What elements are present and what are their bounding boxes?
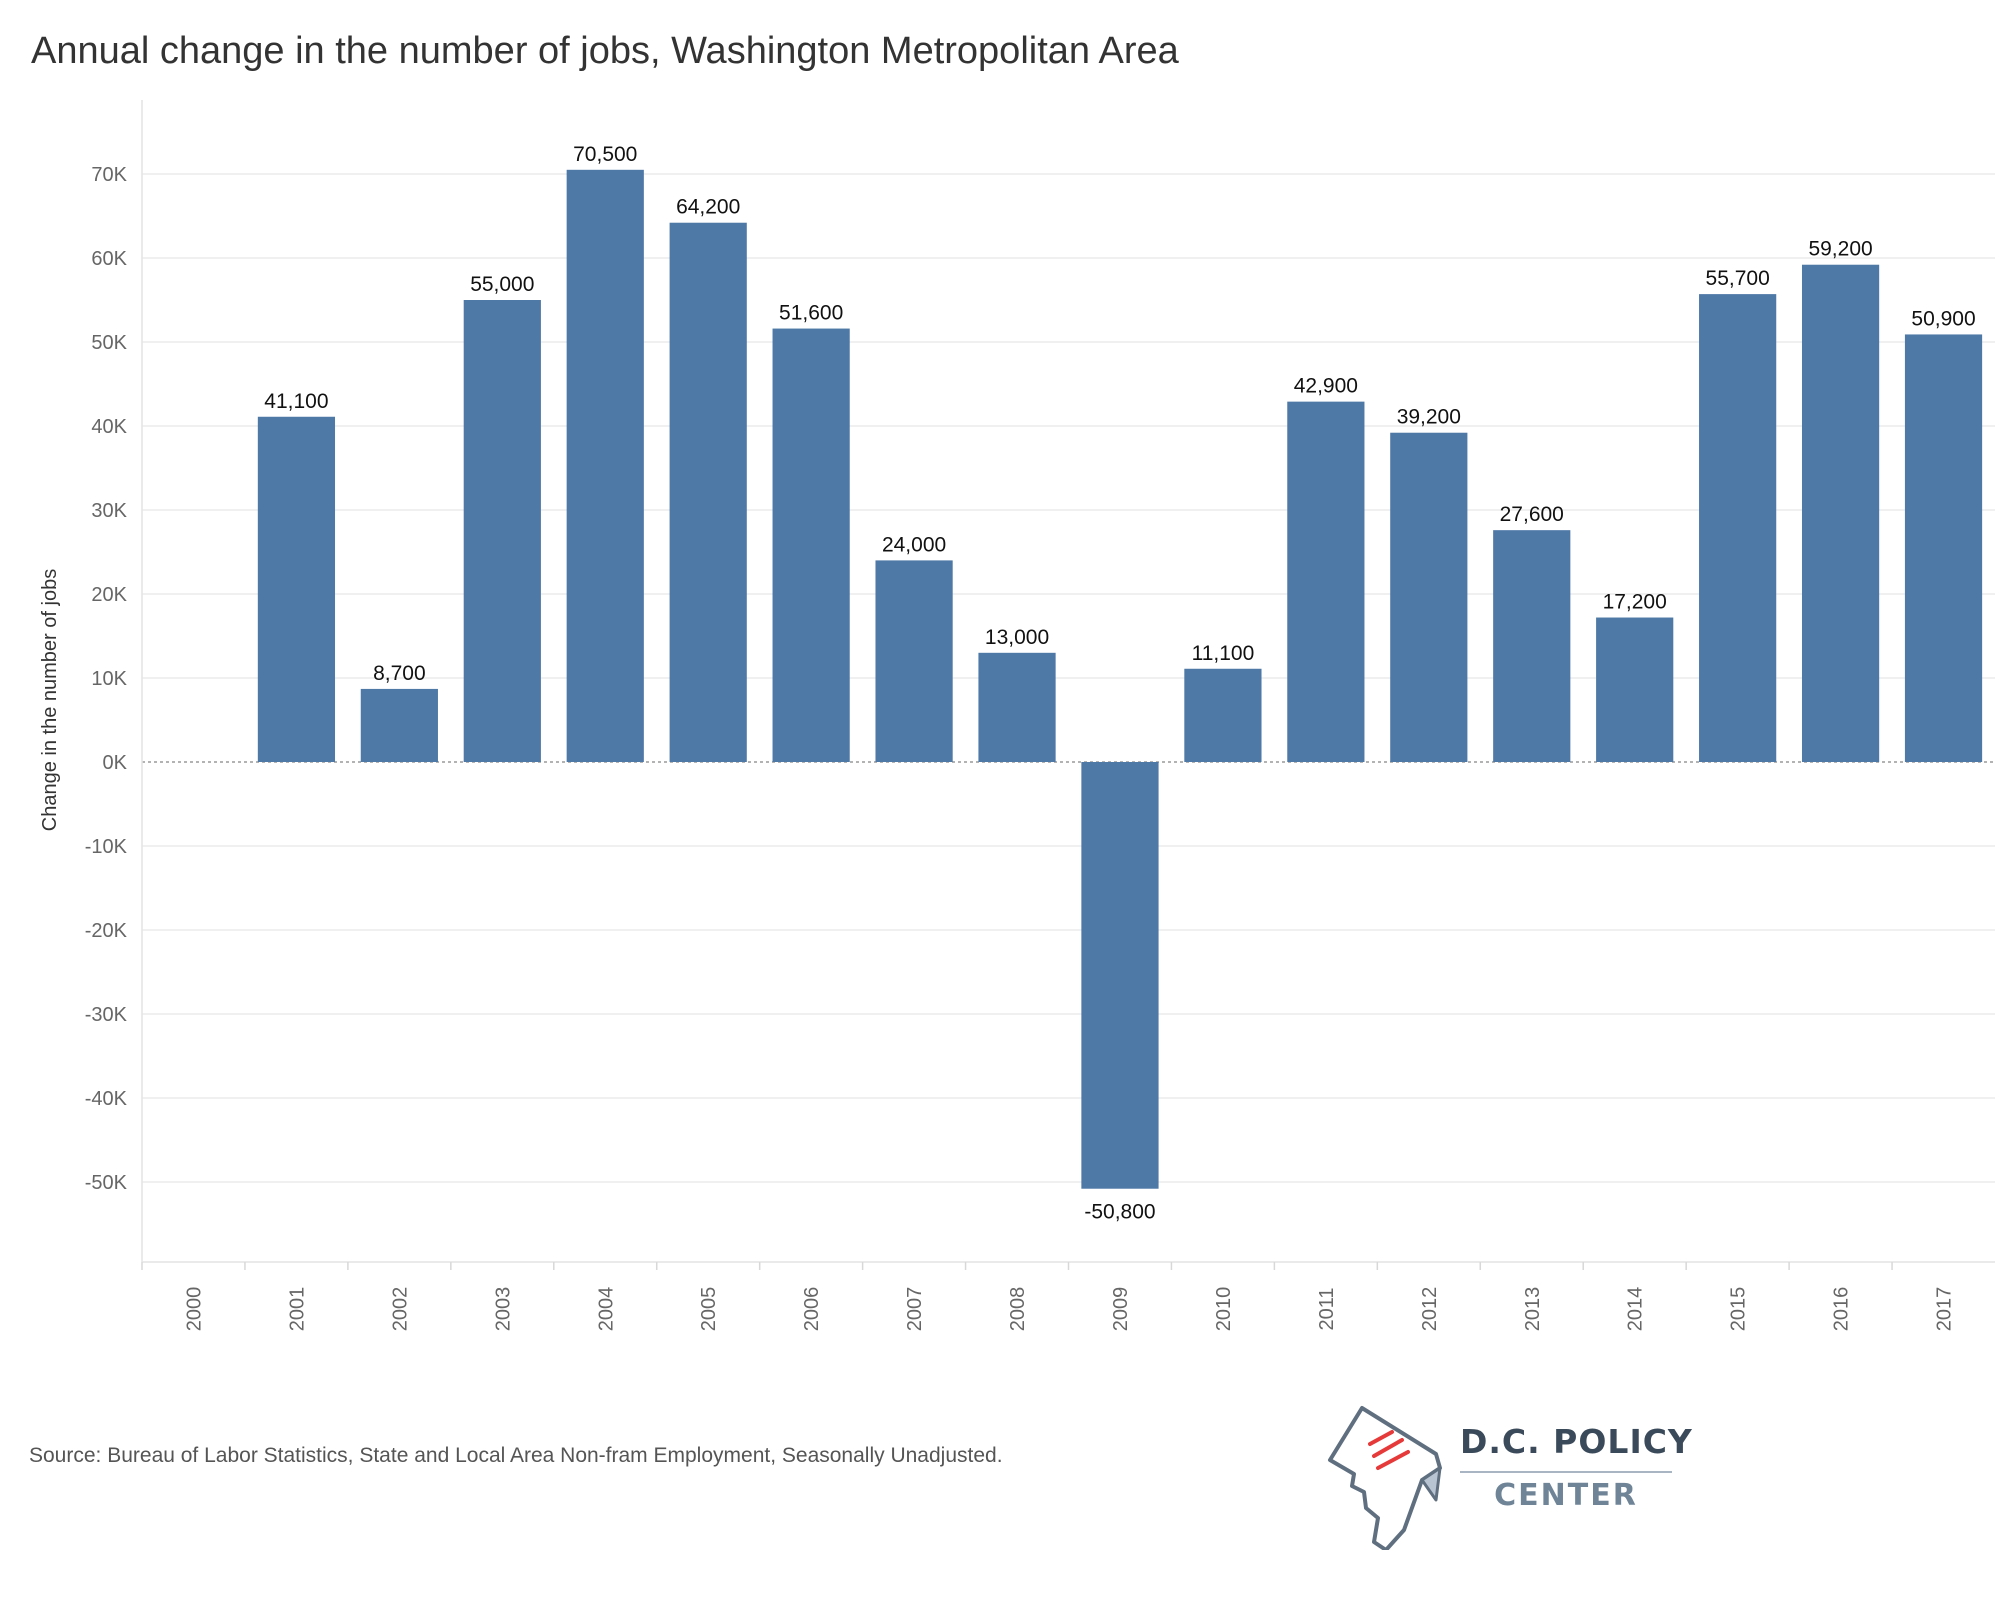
y-tick-label: -40K: [85, 1088, 128, 1110]
x-tick-label-2015: 2015: [1728, 1287, 1750, 1332]
y-tick-label: 20K: [91, 584, 127, 606]
data-label-2008: 13,000: [985, 626, 1049, 649]
bar-2006: [772, 328, 850, 762]
x-tick-label-2007: 2007: [904, 1287, 926, 1332]
bar-chart: 41,100 8,700 55,000 70,500 64,200 51,600 24,00…: [39, 100, 1995, 1332]
data-label-2003: 55,000: [470, 273, 534, 296]
data-label-2006: 51,600: [779, 302, 843, 325]
bar-2015: [1699, 294, 1777, 762]
data-label-2012: 39,200: [1397, 406, 1461, 429]
y-tick-label: 30K: [91, 500, 127, 522]
x-tick-label-2010: 2010: [1213, 1287, 1235, 1332]
x-tick-label-2004: 2004: [595, 1287, 617, 1332]
x-axis-ticks: 2000 2001 2002 2003 2004 2005 2006 2007 2008 2009…: [141, 1262, 1956, 1332]
data-label-2004: 70,500: [573, 143, 637, 166]
x-tick-label-2008: 2008: [1007, 1287, 1029, 1332]
y-tick-label: -50K: [85, 1172, 128, 1194]
y-tick-label: 60K: [91, 248, 127, 270]
x-tick-label-2003: 2003: [492, 1287, 514, 1332]
data-label-2011: 42,900: [1294, 375, 1358, 398]
x-tick-label-2009: 2009: [1110, 1287, 1132, 1332]
x-tick-label-2016: 2016: [1831, 1287, 1853, 1332]
logo-line-1: D.C. POLICY: [1460, 1422, 1693, 1461]
y-axis-ticks: 70K 60K 50K 40K 30K 20K 10K 0K -10K -20K -30K -40K -…: [85, 164, 128, 1194]
data-label-2005: 64,200: [676, 196, 740, 219]
x-tick-label-2017: 2017: [1934, 1287, 1956, 1332]
x-tick-label-2006: 2006: [801, 1287, 823, 1332]
x-tick-label-2013: 2013: [1522, 1287, 1544, 1332]
x-tick-label-2002: 2002: [389, 1287, 411, 1332]
data-label-2001: 41,100: [264, 390, 328, 413]
y-tick-label: -30K: [85, 1004, 128, 1026]
x-tick-label-2011: 2011: [1316, 1287, 1338, 1330]
y-tick-label: 0K: [103, 752, 128, 774]
data-label-2015: 55,700: [1706, 267, 1770, 290]
x-tick-label-2001: 2001: [286, 1287, 308, 1332]
bar-2011: [1287, 401, 1365, 762]
data-labels: 41,100 8,700 55,000 70,500 64,200 51,600 24,00…: [264, 143, 1975, 1224]
y-tick-label: 40K: [91, 416, 127, 438]
bar-2012: [1390, 432, 1468, 762]
x-tick-label-2014: 2014: [1625, 1287, 1647, 1332]
y-tick-label: 70K: [91, 164, 127, 186]
y-tick-label: -20K: [85, 920, 128, 942]
bar-2010: [1184, 668, 1262, 762]
bar-2013: [1493, 530, 1571, 762]
x-tick-label-2012: 2012: [1419, 1287, 1441, 1332]
y-axis-label: Change in the number of jobs: [39, 569, 61, 831]
data-label-2002: 8,700: [373, 662, 426, 685]
bar-2004: [566, 169, 644, 763]
bars: [257, 169, 1983, 1189]
bar-2014: [1596, 617, 1674, 762]
bar-2008: [978, 652, 1056, 762]
y-tick-label: 10K: [91, 668, 127, 690]
data-label-2009: -50,800: [1084, 1201, 1155, 1224]
data-label-2017: 50,900: [1911, 307, 1975, 330]
chart-title: Annual change in the number of jobs, Was…: [31, 30, 1179, 72]
logo-line-2: CENTER: [1494, 1478, 1638, 1513]
data-label-2014: 17,200: [1603, 591, 1667, 614]
y-tick-label: -10K: [85, 836, 128, 858]
x-tick-label-2005: 2005: [698, 1287, 720, 1332]
bar-2007: [875, 560, 953, 762]
x-tick-label-2000: 2000: [183, 1287, 205, 1332]
data-label-2007: 24,000: [882, 533, 946, 556]
document-icon: [1328, 1406, 1442, 1550]
bar-2016: [1801, 264, 1880, 762]
bar-2017: [1904, 334, 1983, 762]
bar-2001: [257, 416, 336, 762]
bar-2003: [463, 300, 541, 762]
bar-2005: [669, 222, 747, 763]
y-tick-label: 50K: [91, 332, 127, 354]
bar-2002: [360, 688, 438, 762]
bar-2009: [1081, 762, 1159, 1189]
source-note: Source: Bureau of Labor Statistics, Stat…: [29, 1444, 1003, 1467]
data-label-2016: 59,200: [1808, 238, 1872, 261]
data-label-2013: 27,600: [1500, 503, 1564, 526]
data-label-2010: 11,100: [1192, 642, 1255, 665]
dc-policy-center-logo: D.C. POLICY CENTER: [1328, 1406, 1693, 1550]
